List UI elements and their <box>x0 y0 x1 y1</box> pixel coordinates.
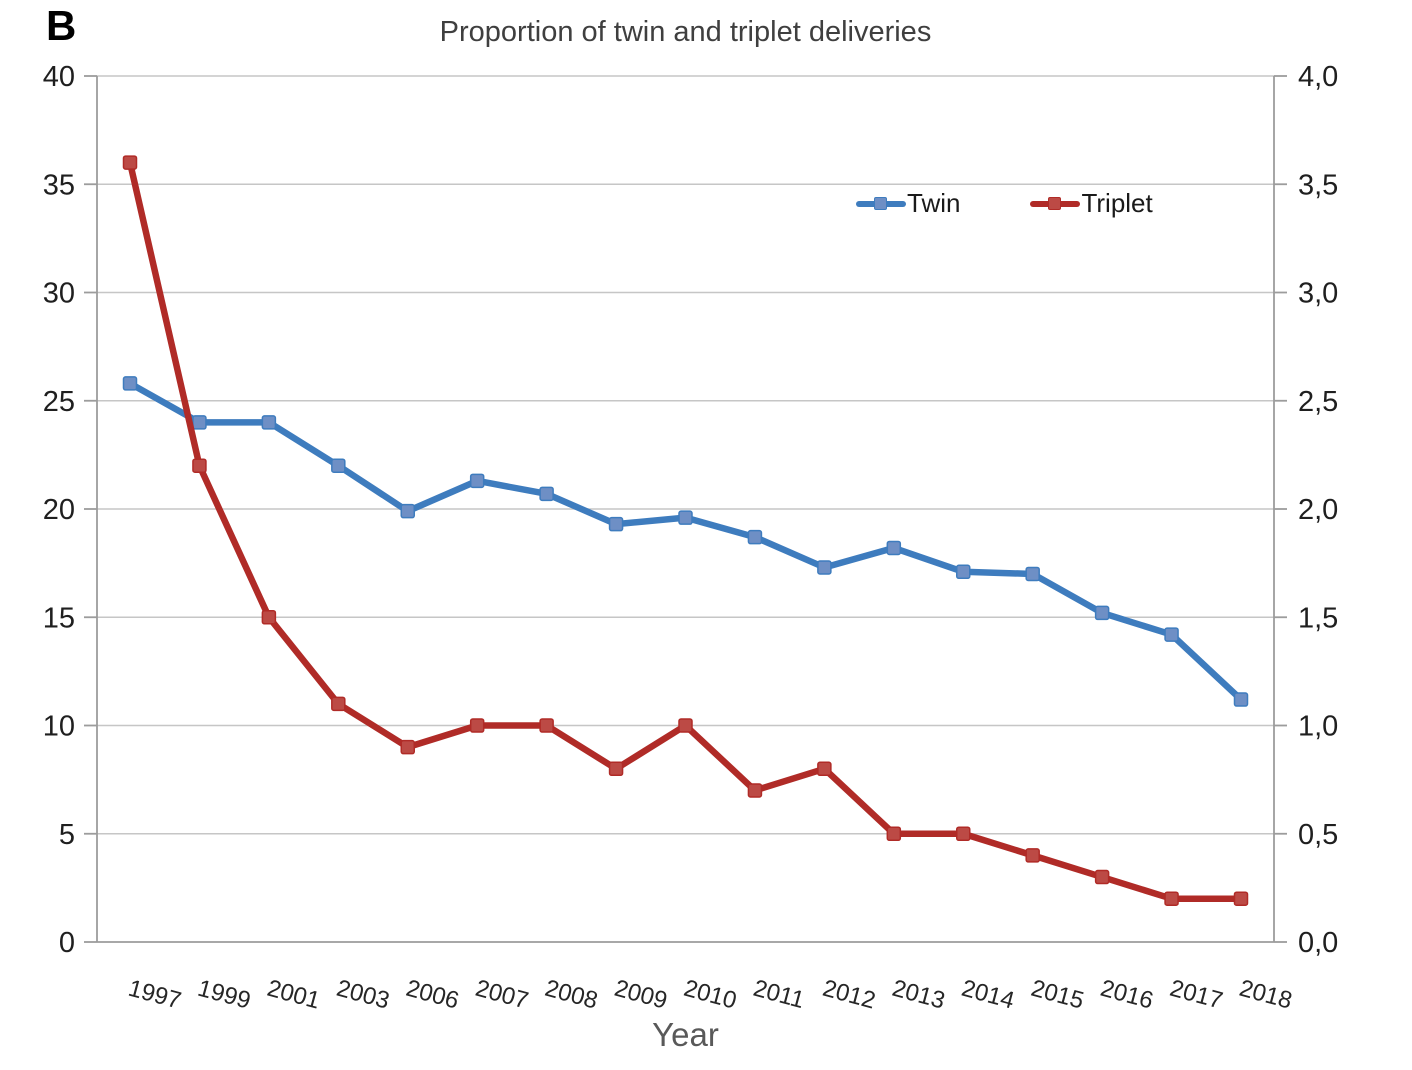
triplet-series-line <box>126 159 1245 902</box>
y-axis-right-tick-label: 3,5 <box>1298 169 1338 201</box>
twin-data-point-marker <box>469 473 485 489</box>
y-axis-right-tick-label: 1,0 <box>1298 711 1338 743</box>
x-axis-tick-label: 2009 <box>612 975 671 1015</box>
triplet-data-point-marker <box>1233 891 1249 906</box>
triplet-data-point-marker <box>1164 891 1179 906</box>
y-axis-right-tick-label: 0,5 <box>1298 819 1338 851</box>
twin-data-point-marker <box>678 510 693 525</box>
twin-data-point-marker <box>1164 627 1179 642</box>
x-axis-tick-label: 2011 <box>750 975 807 1014</box>
x-axis-tick-label: 2014 <box>959 975 1018 1015</box>
x-axis-tick-label: 2012 <box>820 975 879 1015</box>
y-axis-left-tick-label: 25 <box>43 386 75 418</box>
y-axis-left-tick-label: 0 <box>59 927 75 959</box>
panel-label: B <box>46 2 77 49</box>
x-axis-tick-label: 2017 <box>1167 975 1226 1015</box>
triplet-data-point-marker <box>1025 848 1040 863</box>
y-axis-right-tick-label: 4,0 <box>1298 61 1338 93</box>
legend-item-twin: Twin <box>856 188 960 219</box>
legend: Twin Triplet <box>856 188 1153 219</box>
x-axis-tick-label: 1997 <box>125 975 184 1015</box>
y-axis-left-tick-label: 35 <box>43 169 75 201</box>
y-axis-left-tick-label: 10 <box>43 711 75 743</box>
triplet-data-point-marker <box>331 696 346 712</box>
triplet-data-point-marker <box>539 718 554 733</box>
triplet-legend-label: Triplet <box>1081 188 1153 218</box>
triplet-legend-swatch <box>1030 196 1081 210</box>
triplet-data-point-marker <box>261 610 277 625</box>
twin-data-point-marker <box>122 376 138 391</box>
triplet-data-point-marker <box>192 458 207 473</box>
triplet-legend-marker-icon <box>1048 196 1062 210</box>
triplet-data-point-marker <box>956 826 971 841</box>
twin-data-point-marker <box>956 564 971 580</box>
x-axis-tick-label: 2016 <box>1098 975 1157 1015</box>
twin-legend-marker-icon <box>874 196 887 210</box>
twin-data-point-marker <box>608 516 624 532</box>
gridlines <box>97 75 1274 835</box>
y-axis-left-tick-label: 30 <box>43 278 75 310</box>
triplet-data-point-marker <box>678 718 693 733</box>
twin-data-point-marker <box>400 503 415 519</box>
twin-data-point-marker <box>1233 692 1249 707</box>
twin-data-point-marker <box>1025 566 1040 582</box>
chart-title: Proportion of twin and triplet deliverie… <box>439 16 932 48</box>
triplet-data-point-marker <box>1094 869 1110 885</box>
twin-legend-swatch <box>856 196 906 210</box>
y-axis-right-labels: 0,0 0,5 1,0 1,5 2,0 2,5 3,0 3,5 4,0 <box>1298 61 1338 959</box>
triplet-data-point-marker <box>469 718 485 733</box>
x-axis-tick-label: 2015 <box>1028 975 1087 1015</box>
y-axis-left-tick-label: 15 <box>43 602 75 634</box>
triplet-data-point-marker <box>886 826 902 841</box>
y-axis-left-tick-label: 20 <box>43 494 75 526</box>
legend-item-triplet: Triplet <box>1030 188 1153 219</box>
x-axis-title: Year <box>652 1016 719 1053</box>
twin-data-point-marker <box>747 529 763 545</box>
y-axis-right-tick-label: 2,5 <box>1298 386 1338 418</box>
y-axis-left-labels: 0 5 10 15 20 25 30 35 40 <box>43 61 75 959</box>
x-axis-tick-label: 2013 <box>889 975 948 1015</box>
y-axis-left-tick-label: 40 <box>43 61 75 93</box>
y-axis-right-tick-label: 0,0 <box>1298 927 1338 959</box>
y-axis-right-tick-label: 3,0 <box>1298 278 1338 310</box>
y-axis-right-tick-label: 1,5 <box>1298 602 1338 634</box>
y-axis-right-tick-label: 2,0 <box>1298 494 1338 526</box>
twin-data-point-marker <box>331 458 346 473</box>
x-axis-tick-label: 2001 <box>264 975 323 1015</box>
x-axis-tick-label: 1999 <box>195 975 254 1015</box>
triplet-data-point-marker <box>747 783 763 798</box>
x-axis-tick-label: 2006 <box>403 975 462 1015</box>
twin-data-point-marker <box>817 560 832 575</box>
twin-data-point-marker <box>886 540 902 556</box>
y-axis-left-tick-label: 5 <box>59 819 75 851</box>
x-axis-tick-label: 2008 <box>542 975 601 1015</box>
x-axis-tick-label: 2007 <box>473 975 532 1015</box>
x-axis-tick-label: 2018 <box>1236 975 1295 1015</box>
x-axis-labels: 1997 1999 2001 2003 2006 2007 2008 2009 2010 2011… <box>125 975 1295 1015</box>
twin-data-point-marker <box>539 486 554 502</box>
x-axis-tick-label: 2010 <box>681 975 740 1015</box>
triplet-data-point-marker <box>817 761 832 777</box>
triplet-data-point-marker <box>400 739 415 755</box>
axis-tick-marks <box>84 75 1287 943</box>
triplet-data-point-marker <box>608 761 624 777</box>
twin-data-point-marker <box>1094 605 1110 621</box>
triplet-data-point-marker <box>122 155 138 170</box>
twin-data-point-marker <box>192 415 207 430</box>
x-axis-tick-label: 2003 <box>334 975 393 1015</box>
twin-data-point-marker <box>261 415 277 430</box>
twin-legend-label: Twin <box>907 188 961 218</box>
series-plot <box>122 155 1249 906</box>
